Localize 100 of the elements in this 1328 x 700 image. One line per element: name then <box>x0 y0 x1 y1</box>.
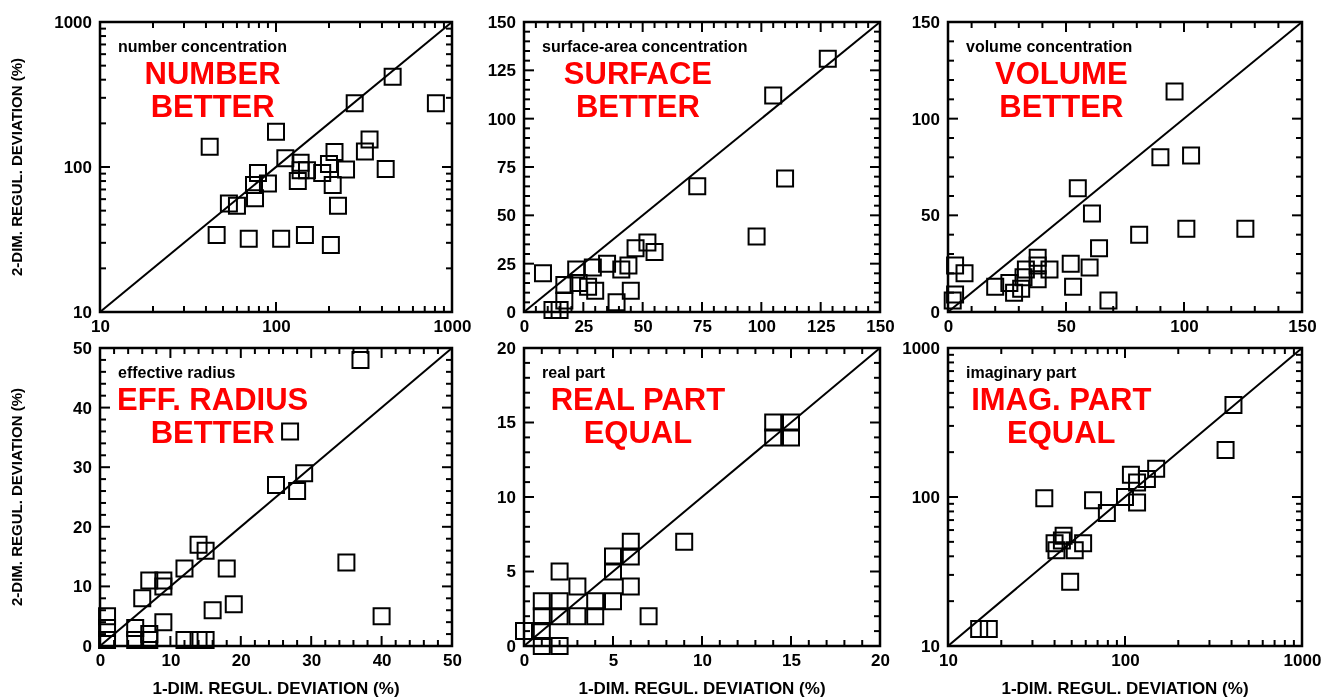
point <box>267 476 285 495</box>
point <box>1082 204 1101 223</box>
x-tick-label: 30 <box>302 651 322 671</box>
point <box>196 541 215 560</box>
x-tick-label: 10 <box>161 651 181 671</box>
point <box>604 562 622 581</box>
point <box>764 86 783 105</box>
point <box>203 601 222 620</box>
point <box>351 350 370 369</box>
y-axis-title: 2-DIM. REGUL. DEVIATION (%) <box>8 57 25 277</box>
point <box>764 413 783 432</box>
point <box>586 592 605 611</box>
point <box>688 177 707 196</box>
point <box>586 607 605 626</box>
point <box>607 293 626 312</box>
point <box>645 243 664 262</box>
x-tick-label: 20 <box>231 651 251 671</box>
x-tick-label: 150 <box>1288 317 1317 337</box>
annotation: number concentration <box>118 38 287 55</box>
y-axis-title: 2-DIM. REGUL. DEVIATION (%) <box>8 387 25 607</box>
y-tick-label: 50 <box>921 206 940 226</box>
point <box>583 258 602 277</box>
point <box>818 49 837 68</box>
point <box>946 256 965 275</box>
y-tick-label: 0 <box>506 302 516 322</box>
point <box>567 260 586 279</box>
point <box>621 281 640 300</box>
annotation: REAL PART EQUAL <box>550 382 726 450</box>
point <box>943 291 962 310</box>
y-tick-label: 100 <box>63 157 92 177</box>
y-tick-label: 75 <box>497 157 516 177</box>
point <box>175 559 194 578</box>
x-tick-label: 15 <box>782 651 801 671</box>
y-tick-label: 40 <box>73 398 92 418</box>
annotation: imaginary part <box>966 364 1077 381</box>
point <box>288 482 307 501</box>
y-tick-label: 125 <box>487 61 516 81</box>
point <box>532 622 551 641</box>
point <box>550 562 569 581</box>
y-tick-label: 10 <box>73 577 92 597</box>
x-tick-label: 125 <box>806 317 836 337</box>
y-tick-label: 10 <box>73 302 92 322</box>
point <box>1236 219 1255 238</box>
point <box>175 631 194 650</box>
point <box>946 285 965 304</box>
point <box>337 553 356 572</box>
x-tick-label: 0 <box>519 317 530 337</box>
point <box>598 254 617 273</box>
y-tick-label: 0 <box>930 302 940 322</box>
point <box>1064 277 1083 296</box>
x-axis-title: 1-DIM. REGUL. DEVIATION (%) <box>152 679 400 698</box>
point <box>1040 260 1059 279</box>
point <box>579 277 598 296</box>
y-tick-label: 0 <box>506 636 516 656</box>
point <box>1012 279 1031 298</box>
point <box>295 464 314 483</box>
point <box>782 428 800 447</box>
point <box>550 637 569 655</box>
point <box>550 592 569 611</box>
point <box>372 607 391 626</box>
point <box>1028 248 1047 267</box>
point <box>1005 283 1024 302</box>
point <box>1090 239 1109 258</box>
point <box>532 637 551 655</box>
point <box>638 233 657 252</box>
point <box>1177 219 1196 238</box>
point <box>782 413 800 432</box>
y-tick-label: 50 <box>73 338 92 358</box>
point <box>133 589 152 608</box>
y-tick-label: 150 <box>487 12 516 32</box>
point <box>586 281 605 300</box>
point <box>1061 254 1080 273</box>
x-tick-label: 20 <box>871 651 890 671</box>
x-tick-label: 0 <box>95 651 106 671</box>
point <box>98 607 117 626</box>
point <box>1130 225 1149 244</box>
point <box>568 607 587 626</box>
point <box>986 277 1005 296</box>
x-axis-title: 1-DIM. REGUL. DEVIATION (%) <box>578 679 826 698</box>
annotation: volume concentration <box>966 38 1133 55</box>
x-tick-label: 5 <box>608 651 619 671</box>
x-tick-label: 100 <box>262 317 291 337</box>
point <box>568 577 587 596</box>
x-tick-label: 1000 <box>433 317 472 337</box>
point <box>1080 258 1099 277</box>
point <box>621 532 640 551</box>
point <box>532 592 551 611</box>
point <box>555 275 574 294</box>
annotation: real part <box>542 364 606 381</box>
x-tick-label: 75 <box>693 317 712 337</box>
point <box>154 613 173 632</box>
point <box>747 227 766 246</box>
point <box>532 607 551 626</box>
point <box>621 547 640 566</box>
x-tick-label: 40 <box>372 651 392 671</box>
y-tick-label: 50 <box>497 206 516 226</box>
point <box>1028 270 1047 289</box>
x-tick-label: 25 <box>574 317 594 337</box>
point <box>1068 179 1087 198</box>
point <box>604 547 622 566</box>
